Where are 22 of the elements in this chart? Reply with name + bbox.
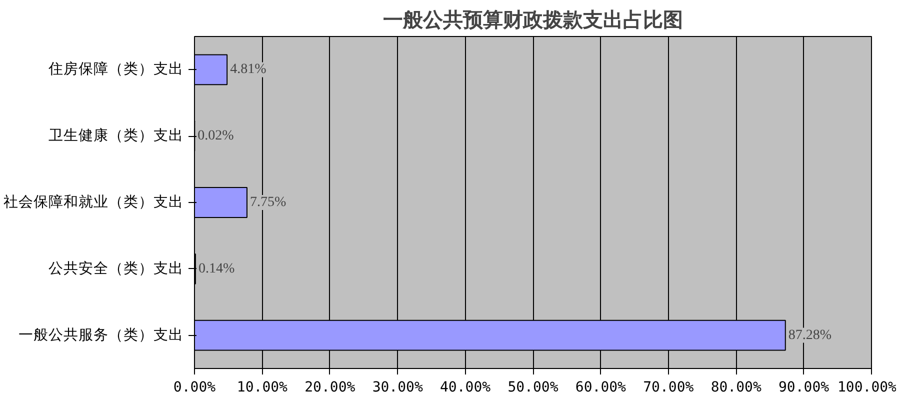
x-tick-label: 0.00% <box>173 380 216 396</box>
y-tick-label: 公共安全（类）支出 <box>48 260 184 277</box>
x-tick-label: 50.00% <box>508 380 559 396</box>
x-tick-label: 30.00% <box>372 380 424 396</box>
x-tick-label: 60.00% <box>575 380 627 396</box>
x-tick-label: 80.00% <box>710 380 762 396</box>
x-tick-label: 10.00% <box>236 380 288 396</box>
data-label: 87.28% <box>788 328 832 343</box>
data-label: 0.14% <box>198 261 235 276</box>
x-tick-label: 20.00% <box>304 380 356 396</box>
y-tick-label: 社会保障和就业（类）支出 <box>4 194 184 210</box>
y-tick-label: 住房保障（类）支出 <box>48 60 184 78</box>
x-tick-label: 100.00% <box>838 380 898 396</box>
chart-title: 一般公共预算财政拨款支出占比图 <box>383 8 683 32</box>
x-tick-label: 70.00% <box>643 380 694 396</box>
y-tick-label: 卫生健康（类）支出 <box>48 127 184 144</box>
x-tick-label: 90.00% <box>778 380 830 396</box>
x-tick-label: 40.00% <box>440 380 492 396</box>
data-label: 4.81% <box>230 62 267 78</box>
data-label: 0.02% <box>198 128 234 144</box>
data-label: 7.75% <box>250 195 286 210</box>
y-tick-label: 一般公共服务（类）支出 <box>18 326 184 344</box>
